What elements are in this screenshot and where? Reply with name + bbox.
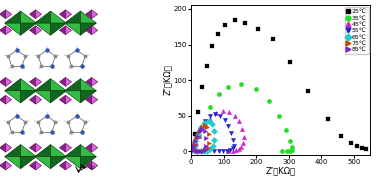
Polygon shape xyxy=(29,95,36,104)
Polygon shape xyxy=(92,95,98,104)
Polygon shape xyxy=(65,145,81,157)
Polygon shape xyxy=(65,143,71,152)
Polygon shape xyxy=(81,145,96,157)
Polygon shape xyxy=(0,161,6,170)
Polygon shape xyxy=(6,26,12,35)
Polygon shape xyxy=(36,143,42,152)
Polygon shape xyxy=(51,79,67,91)
Polygon shape xyxy=(35,91,51,103)
Polygon shape xyxy=(65,91,81,103)
Polygon shape xyxy=(65,10,71,19)
Polygon shape xyxy=(92,161,98,170)
Polygon shape xyxy=(51,91,67,103)
Polygon shape xyxy=(81,79,96,91)
Polygon shape xyxy=(51,145,67,157)
Polygon shape xyxy=(65,77,71,86)
Polygon shape xyxy=(65,79,81,91)
Polygon shape xyxy=(65,157,81,169)
X-axis label: Z’（KΩ）: Z’（KΩ） xyxy=(266,166,296,175)
Polygon shape xyxy=(65,23,81,35)
Polygon shape xyxy=(35,157,51,169)
Polygon shape xyxy=(81,91,96,103)
Polygon shape xyxy=(29,10,36,19)
Polygon shape xyxy=(29,26,36,35)
Polygon shape xyxy=(59,143,65,152)
Polygon shape xyxy=(6,77,12,86)
Polygon shape xyxy=(81,23,96,35)
Polygon shape xyxy=(36,161,42,170)
Polygon shape xyxy=(65,95,71,104)
Polygon shape xyxy=(5,145,20,157)
Polygon shape xyxy=(0,10,6,19)
Polygon shape xyxy=(6,143,12,152)
Polygon shape xyxy=(86,143,92,152)
Polygon shape xyxy=(35,23,51,35)
Polygon shape xyxy=(0,77,6,86)
Polygon shape xyxy=(20,11,37,23)
Polygon shape xyxy=(86,161,92,170)
Polygon shape xyxy=(51,157,67,169)
Polygon shape xyxy=(86,26,92,35)
Polygon shape xyxy=(81,157,96,169)
Polygon shape xyxy=(92,77,98,86)
Polygon shape xyxy=(51,23,67,35)
Polygon shape xyxy=(86,10,92,19)
Polygon shape xyxy=(36,26,42,35)
Legend: 25℃, 35℃, 45℃, 55℃, 65℃, 75℃, 85℃: 25℃, 35℃, 45℃, 55℃, 65℃, 75℃, 85℃ xyxy=(345,7,369,54)
Polygon shape xyxy=(5,91,20,103)
Polygon shape xyxy=(20,91,37,103)
Polygon shape xyxy=(29,143,36,152)
Polygon shape xyxy=(51,11,67,23)
Polygon shape xyxy=(20,145,37,157)
Polygon shape xyxy=(29,161,36,170)
Y-axis label: Z″（KΩ）: Z″（KΩ） xyxy=(163,65,172,95)
Polygon shape xyxy=(35,145,51,157)
Polygon shape xyxy=(59,10,65,19)
Polygon shape xyxy=(6,10,12,19)
Polygon shape xyxy=(59,26,65,35)
Polygon shape xyxy=(5,157,20,169)
Polygon shape xyxy=(65,26,71,35)
Polygon shape xyxy=(36,77,42,86)
Polygon shape xyxy=(59,77,65,86)
Polygon shape xyxy=(65,161,71,170)
Polygon shape xyxy=(0,143,6,152)
Polygon shape xyxy=(20,23,37,35)
Polygon shape xyxy=(59,161,65,170)
Polygon shape xyxy=(36,95,42,104)
Polygon shape xyxy=(0,95,6,104)
Polygon shape xyxy=(6,161,12,170)
Polygon shape xyxy=(5,23,20,35)
Polygon shape xyxy=(20,157,37,169)
Polygon shape xyxy=(5,79,20,91)
Polygon shape xyxy=(6,95,12,104)
Polygon shape xyxy=(59,95,65,104)
Polygon shape xyxy=(36,10,42,19)
Polygon shape xyxy=(29,77,36,86)
Polygon shape xyxy=(35,11,51,23)
Polygon shape xyxy=(81,11,96,23)
Polygon shape xyxy=(0,26,6,35)
Polygon shape xyxy=(92,26,98,35)
Polygon shape xyxy=(86,77,92,86)
Text: c: c xyxy=(77,177,81,178)
Polygon shape xyxy=(86,95,92,104)
Text: b: b xyxy=(91,165,95,170)
Polygon shape xyxy=(5,11,20,23)
Polygon shape xyxy=(65,11,81,23)
Polygon shape xyxy=(20,79,37,91)
Polygon shape xyxy=(92,143,98,152)
Polygon shape xyxy=(35,79,51,91)
Polygon shape xyxy=(92,10,98,19)
